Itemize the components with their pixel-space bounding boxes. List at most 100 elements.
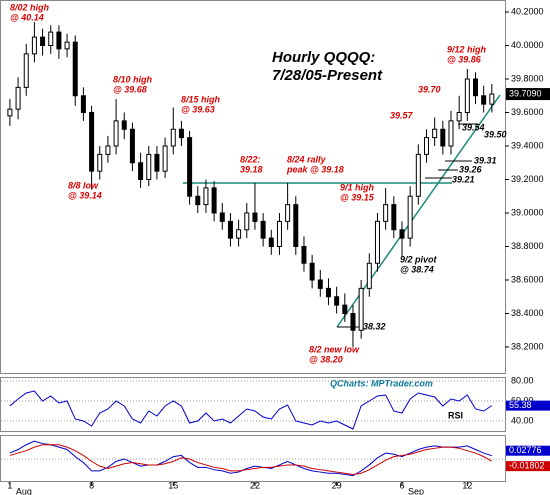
last-value-label: 55.38 — [509, 400, 532, 410]
last-value-label: -0.01802 — [509, 461, 545, 471]
candle-body — [342, 304, 348, 314]
candle-body — [40, 36, 46, 46]
candle-body — [415, 153, 421, 197]
candle-body — [227, 220, 233, 239]
candle-body — [423, 137, 429, 155]
annotation: @ 38.20 — [309, 354, 343, 364]
annotation: 39.18 — [240, 164, 263, 174]
chart-title: Hourly QQQQ: — [272, 49, 375, 66]
annotation: 39.26 — [459, 164, 483, 174]
y-tick-label: 80.00 — [511, 375, 534, 385]
candle-body — [456, 112, 462, 122]
annotation: 8/8 low — [68, 180, 99, 190]
annotation: 39.70 — [418, 84, 441, 94]
candle-body — [252, 212, 258, 222]
candle-body — [383, 204, 389, 222]
annotation: 9/1 high — [340, 182, 375, 192]
annotation: @ 39.14 — [68, 190, 102, 200]
candle-body — [31, 36, 37, 55]
x-tick-label: 1 — [7, 480, 12, 490]
candle-body — [440, 128, 446, 147]
candle-body — [260, 220, 266, 239]
annotation: 8/2 new low — [309, 344, 360, 354]
candle-body — [301, 246, 307, 264]
candle-body — [80, 95, 86, 113]
last-value-label: 0.02776 — [509, 445, 542, 455]
candle-body — [154, 153, 160, 172]
annotation: @ 39.15 — [340, 192, 375, 202]
candle-body — [89, 112, 95, 172]
rsi-panel — [0, 377, 506, 432]
candle-body — [64, 41, 70, 50]
y-tick-label: 38.4000 — [511, 308, 544, 318]
annotation: 39.21 — [452, 174, 475, 184]
annotation: @ 39.68 — [113, 84, 147, 94]
annotation: 8/10 high — [113, 74, 153, 84]
last-value-box — [506, 461, 550, 472]
candle-body — [432, 128, 438, 139]
x-tick-label: 12 — [462, 480, 472, 490]
last-price-label: 39.7090 — [509, 88, 542, 98]
month-label: Sep — [408, 486, 424, 495]
candle-body — [178, 128, 184, 139]
candle-body — [72, 41, 78, 97]
candle-body — [244, 212, 250, 231]
candle-body — [203, 187, 209, 206]
candle-body — [23, 53, 29, 88]
indicator-line — [9, 444, 493, 475]
candle-body — [366, 262, 372, 289]
y-tick-label: 38.2000 — [511, 341, 544, 351]
candle-body — [268, 237, 274, 247]
annotation: @ 39.86 — [447, 54, 482, 64]
annotation: 39.31 — [474, 155, 497, 165]
y-tick-label: 40.00 — [511, 415, 534, 425]
x-tick-label: 15 — [168, 480, 178, 490]
candle-body — [211, 187, 217, 214]
candle-body — [97, 153, 103, 172]
candle-body — [309, 262, 315, 281]
candle-body — [464, 78, 470, 113]
month-label: Aug — [16, 486, 32, 495]
indicator-line — [9, 440, 492, 477]
candle-body — [293, 204, 299, 247]
candle-body — [374, 220, 380, 264]
candle-body — [350, 313, 356, 331]
candle-body — [162, 145, 168, 172]
candle-body — [138, 162, 144, 180]
support-trendline — [336, 94, 501, 328]
annotation: 39.54 — [462, 122, 485, 132]
annotation: peak @ 39.18 — [286, 164, 344, 174]
annotation: 9/2 pivot — [400, 254, 438, 264]
y-tick-label: 39.8000 — [511, 73, 544, 83]
candle-body — [489, 93, 495, 105]
annotation: 39.50 — [484, 129, 507, 139]
annotation: 8/24 rally — [287, 154, 327, 164]
candle-body — [481, 95, 487, 105]
candle-body — [15, 86, 21, 110]
y-tick-label: 39.4000 — [511, 140, 544, 150]
chart-subtitle: 7/28/05-Present — [272, 67, 383, 84]
candle-body — [129, 128, 135, 164]
annotation: 8/22: — [240, 154, 261, 164]
y-tick-label: 38.6000 — [511, 274, 544, 284]
annotation: 38.32 — [363, 321, 386, 331]
candle-body — [48, 31, 54, 46]
x-tick-label: 29 — [332, 480, 342, 490]
y-tick-label: 60.00 — [511, 395, 534, 405]
price-panel — [0, 0, 506, 374]
last-value-box — [506, 400, 550, 411]
y-tick-label: 39.2000 — [511, 174, 544, 184]
annotation: 9/12 high — [447, 44, 487, 54]
source: QCharts: MPTrader.com — [330, 378, 433, 388]
candle-body — [113, 120, 119, 147]
candle-body — [7, 108, 13, 117]
candle-body — [276, 220, 282, 247]
candle-body — [407, 195, 413, 239]
candle-body — [325, 287, 331, 298]
x-tick-label: 8 — [89, 480, 94, 490]
candle-body — [219, 212, 225, 222]
candle-body — [121, 120, 127, 130]
candle-body — [334, 296, 340, 306]
